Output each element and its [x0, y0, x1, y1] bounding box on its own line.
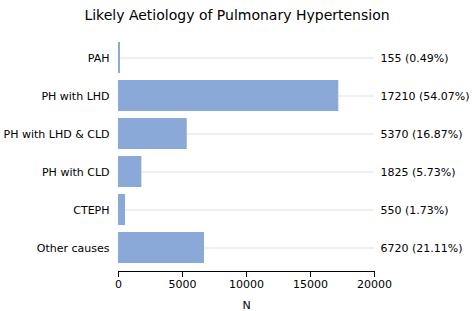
svg-text:0: 0	[115, 278, 122, 291]
svg-text:N: N	[242, 299, 250, 311]
svg-text:1825 (5.73%): 1825 (5.73%)	[381, 166, 456, 179]
svg-text:20000: 20000	[357, 278, 392, 291]
svg-text:PH with LHD & CLD: PH with LHD & CLD	[4, 128, 110, 141]
svg-text:10000: 10000	[229, 278, 264, 291]
svg-text:550 (1.73%): 550 (1.73%)	[381, 204, 449, 217]
svg-text:PH with CLD: PH with CLD	[42, 166, 110, 179]
svg-text:155 (0.49%): 155 (0.49%)	[381, 52, 449, 65]
svg-text:Other causes: Other causes	[37, 242, 110, 255]
html-text:Likely Aetiology of Pulmonary: Likely Aetiology of Pulmonary Hypertensi…	[84, 7, 390, 23]
svg-text:PAH: PAH	[88, 52, 110, 65]
svg-text:17210 (54.07%): 17210 (54.07%)	[381, 90, 470, 103]
svg-text:5370 (16.87%): 5370 (16.87%)	[381, 128, 463, 141]
svg-text:PH with LHD: PH with LHD	[41, 90, 109, 103]
svg-text:15000: 15000	[293, 278, 328, 291]
svg-text:CTEPH: CTEPH	[73, 204, 109, 217]
svg-text:5000: 5000	[169, 278, 197, 291]
svg-text:6720 (21.11%): 6720 (21.11%)	[381, 242, 463, 255]
